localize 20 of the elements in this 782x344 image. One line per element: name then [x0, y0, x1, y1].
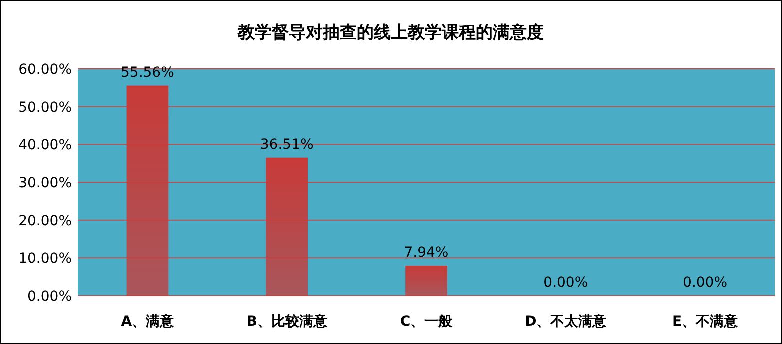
x-tick-label: B、比较满意 [246, 313, 328, 330]
y-tick-label: 50.00% [18, 100, 72, 116]
bar [266, 158, 308, 296]
x-tick-label: A、满意 [121, 313, 176, 330]
bar [126, 86, 169, 296]
y-tick-label: 30.00% [18, 176, 72, 192]
data-label: 55.56% [121, 64, 174, 81]
x-tick-label: D、不太满意 [525, 313, 608, 330]
y-tick-label: 20.00% [18, 213, 72, 230]
x-tick-label: C、一般 [400, 314, 454, 330]
y-tick-label: 60.00% [18, 62, 72, 78]
y-tick-label: 10.00% [18, 251, 72, 268]
data-label: 7.94% [404, 244, 449, 261]
bar [406, 266, 448, 296]
data-label: 0.00% [683, 275, 728, 291]
y-tick-label: 40.00% [18, 138, 72, 154]
y-tick-label: 0.00% [28, 289, 72, 305]
data-label: 0.00% [544, 275, 588, 291]
x-tick-label: E、不满意 [672, 313, 740, 330]
chart-title: 教学督导对抽查的线上教学课程的满意度 [237, 23, 544, 43]
